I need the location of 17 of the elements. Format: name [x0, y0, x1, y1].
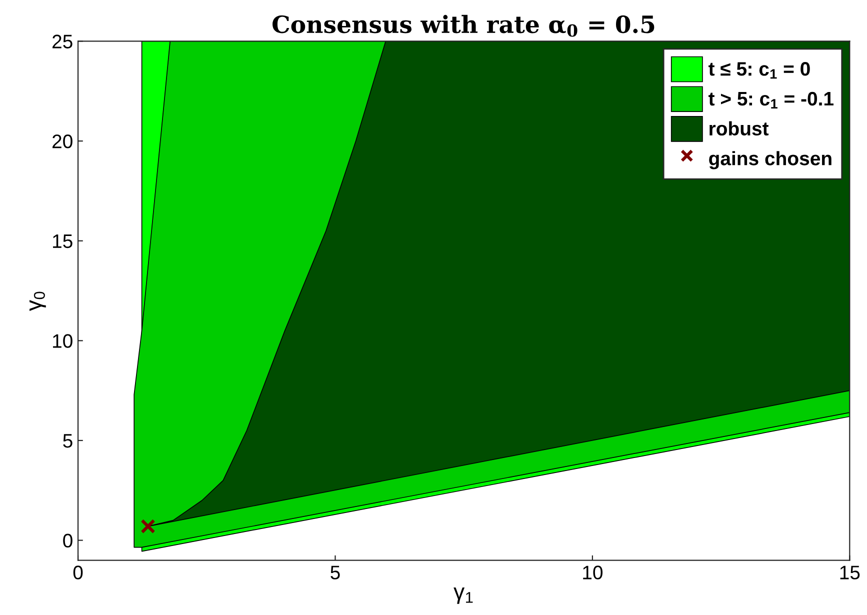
legend-label: t ≤ 5: c$_{1}$ = 0	[708, 62, 810, 79]
chart-title: Consensus with rate α$_{0}$ = 0.5	[272, 14, 654, 37]
y-tick-label: 20	[52, 134, 72, 148]
x-tick-label: 15	[840, 566, 860, 580]
y-tick-label: 25	[52, 34, 72, 48]
x-axis-title: γ$_{1}$	[454, 588, 473, 604]
y-tick-label: 5	[63, 434, 72, 448]
y-tick-label: 10	[53, 334, 72, 348]
x-tick-label: 5	[330, 566, 340, 580]
x-tick-label: 10	[583, 566, 603, 580]
x-tick-label: 0	[73, 566, 83, 580]
y-axis-title: γ$_{0}$	[30, 292, 46, 311]
y-tick-label: 0	[63, 534, 72, 548]
legend-label: gains chosen	[709, 151, 832, 170]
legend-label: robust	[710, 121, 769, 136]
y-tick-label: 15	[53, 234, 72, 248]
legend-label: t > 5: c$_{1}$ = -0.1	[708, 92, 834, 109]
